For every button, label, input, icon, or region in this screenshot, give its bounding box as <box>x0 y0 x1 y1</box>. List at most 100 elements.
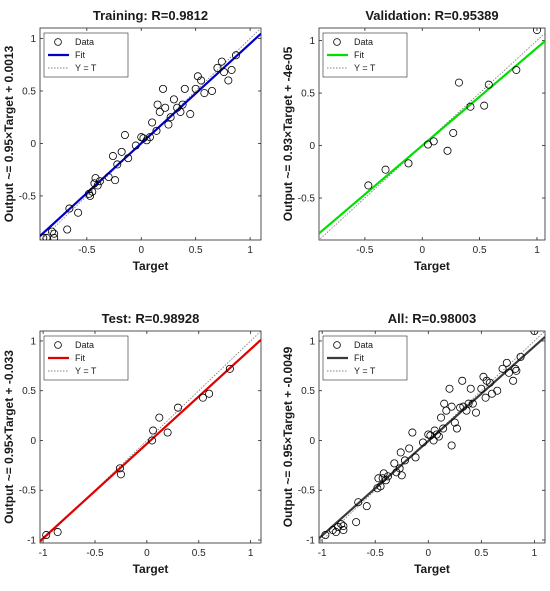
panel-2-legend-entry: Y = T <box>354 63 376 73</box>
panel-1-data-point <box>186 110 195 119</box>
panel-1-data-point <box>91 174 100 183</box>
panel-4-legend-entry: Data <box>354 340 373 350</box>
panel-1-data-point <box>176 107 185 116</box>
panel-3-legend-entry: Data <box>75 340 94 350</box>
panel-1-data-point <box>131 141 140 150</box>
panel-2-xtick-label: 1 <box>534 245 540 256</box>
panel-3-xtick-label: 0.5 <box>192 548 206 559</box>
panel-3-ytick-label: -1 <box>27 536 36 547</box>
panel-4-data-point <box>468 399 477 408</box>
panel-4-ylabel: Output ~= 0.95×Target + -0.0049 <box>281 346 295 527</box>
panel-3-data-point <box>173 403 182 412</box>
panel-1-data-point <box>200 89 209 98</box>
panel-1-data-point <box>42 233 51 240</box>
panel-4-legend-entry: Y = T <box>354 366 376 376</box>
panel-4-data-point <box>405 444 414 453</box>
panel-4-fit-line <box>319 336 545 540</box>
panel-1-data-point <box>227 65 236 74</box>
panel-4-data-point <box>381 476 390 485</box>
panel-4-data-point <box>376 482 385 491</box>
panel-1-data-point <box>111 176 120 185</box>
panel-2: -0.5 0 0.5 1 -0.5 0 0.5 1 Data Fit Y = T Validation… <box>281 8 546 273</box>
panel-4-data-point <box>479 372 488 381</box>
panel-1-data-point <box>148 118 157 127</box>
panel-3-data-point <box>155 413 164 422</box>
panel-1-plot-area <box>40 28 261 240</box>
panel-4-ytick-label: -0.5 <box>298 486 316 497</box>
panel-3-legend-entry: Y = T <box>75 366 97 376</box>
panel-1-data-point <box>219 68 228 77</box>
panel-1-data-point <box>124 154 133 163</box>
panel-2-fit-line <box>319 40 545 235</box>
panel-1-fit-line <box>40 32 261 237</box>
panel-2-data-point <box>449 128 458 137</box>
panel-2-ylabel: Output ~= 0.93×Target + -4e-05 <box>281 46 295 221</box>
panel-4-data-point <box>362 502 371 511</box>
panel-4-data-point <box>516 352 525 361</box>
panel-2-data-point <box>532 28 541 35</box>
panel-4-data-point <box>445 384 454 393</box>
panel-2-data-point <box>364 181 373 190</box>
panel-4-data-point <box>383 472 392 481</box>
panel-4-data-point <box>321 531 330 540</box>
panel-4-data-point <box>511 364 520 373</box>
panel-4-data-point <box>424 430 433 439</box>
panel-1-xtick-label: -0.5 <box>78 245 96 256</box>
panel-4-data-point <box>432 430 441 439</box>
panel-4-data-point <box>397 471 406 480</box>
panel-1-data-point <box>74 208 83 217</box>
panel-2-data-point <box>454 78 463 87</box>
panel-4-data-point <box>331 528 340 537</box>
panel-4-data-point <box>447 441 456 450</box>
panel-2-data-point <box>381 165 390 174</box>
panel-4-xtick-label: 1 <box>532 548 538 559</box>
panel-1-data-point <box>191 84 200 93</box>
panel-3-legend-entry: Fit <box>75 353 85 363</box>
panel-4-data-point <box>408 428 417 437</box>
panel-1-legend-data-marker <box>54 38 62 46</box>
panel-4-ytick-label: -1 <box>306 536 315 547</box>
panel-1-xtick-label: 1 <box>247 245 253 256</box>
panel-1-data-point <box>164 120 173 129</box>
panel-4-data-point <box>485 378 494 387</box>
panel-4-data-point <box>498 364 507 373</box>
panel-4-data-point <box>481 393 490 402</box>
panel-1-data-point <box>65 204 74 213</box>
panel-1-data-point <box>117 147 126 156</box>
panel-1-ytick-label: 1 <box>30 34 36 45</box>
panel-2-ytick-label: 0.5 <box>301 89 315 100</box>
panel-2-xlabel: Target <box>414 259 450 273</box>
panel-4-legend: Data Fit Y = T <box>322 335 408 381</box>
panel-4-data-point <box>390 459 399 468</box>
panel-1-data-point <box>155 107 164 116</box>
panel-3-legend-data-marker <box>54 341 62 349</box>
panel-4-data-point <box>447 402 456 411</box>
panel-1-data-point <box>231 51 240 60</box>
panel-2-legend-entry: Fit <box>354 50 364 60</box>
panel-3-data-point <box>198 393 207 402</box>
panel-1-data-point <box>217 57 226 66</box>
panel-4-data-point <box>493 386 502 395</box>
panel-2-data-point <box>429 137 438 146</box>
panel-4-legend-data-marker <box>333 341 341 349</box>
panel-2-xtick-label: -0.5 <box>356 245 374 256</box>
panel-4-xtick-label: -0.5 <box>367 548 385 559</box>
panel-3-data-point <box>116 470 125 479</box>
panel-4-ytick-label: 1 <box>309 336 315 347</box>
panel-2-data-point <box>466 102 475 111</box>
panel-1-data-point <box>178 100 187 109</box>
panel-1-data-point <box>95 177 104 186</box>
panel-4-data-point <box>439 424 448 433</box>
panel-2-data-point <box>480 101 489 110</box>
panel-4: -1 -0.5 0 0.5 1 -1 -0.5 0 0.5 1 Data Fit Y = T All: R… <box>281 311 546 576</box>
panel-4-data-point <box>411 453 420 462</box>
panel-4-data-point <box>477 384 486 393</box>
panel-4-data-point <box>354 498 363 507</box>
panel-3-ytick-label: 1 <box>30 336 36 347</box>
panel-3-data-point <box>163 428 172 437</box>
panel-4-data-point <box>509 376 518 385</box>
panel-3-ylabel: Output ~= 0.95×Target + -0.033 <box>2 350 16 524</box>
panel-1-data-point <box>88 187 97 196</box>
panel-4-data-point <box>437 413 446 422</box>
panel-2-data-point <box>512 65 521 74</box>
